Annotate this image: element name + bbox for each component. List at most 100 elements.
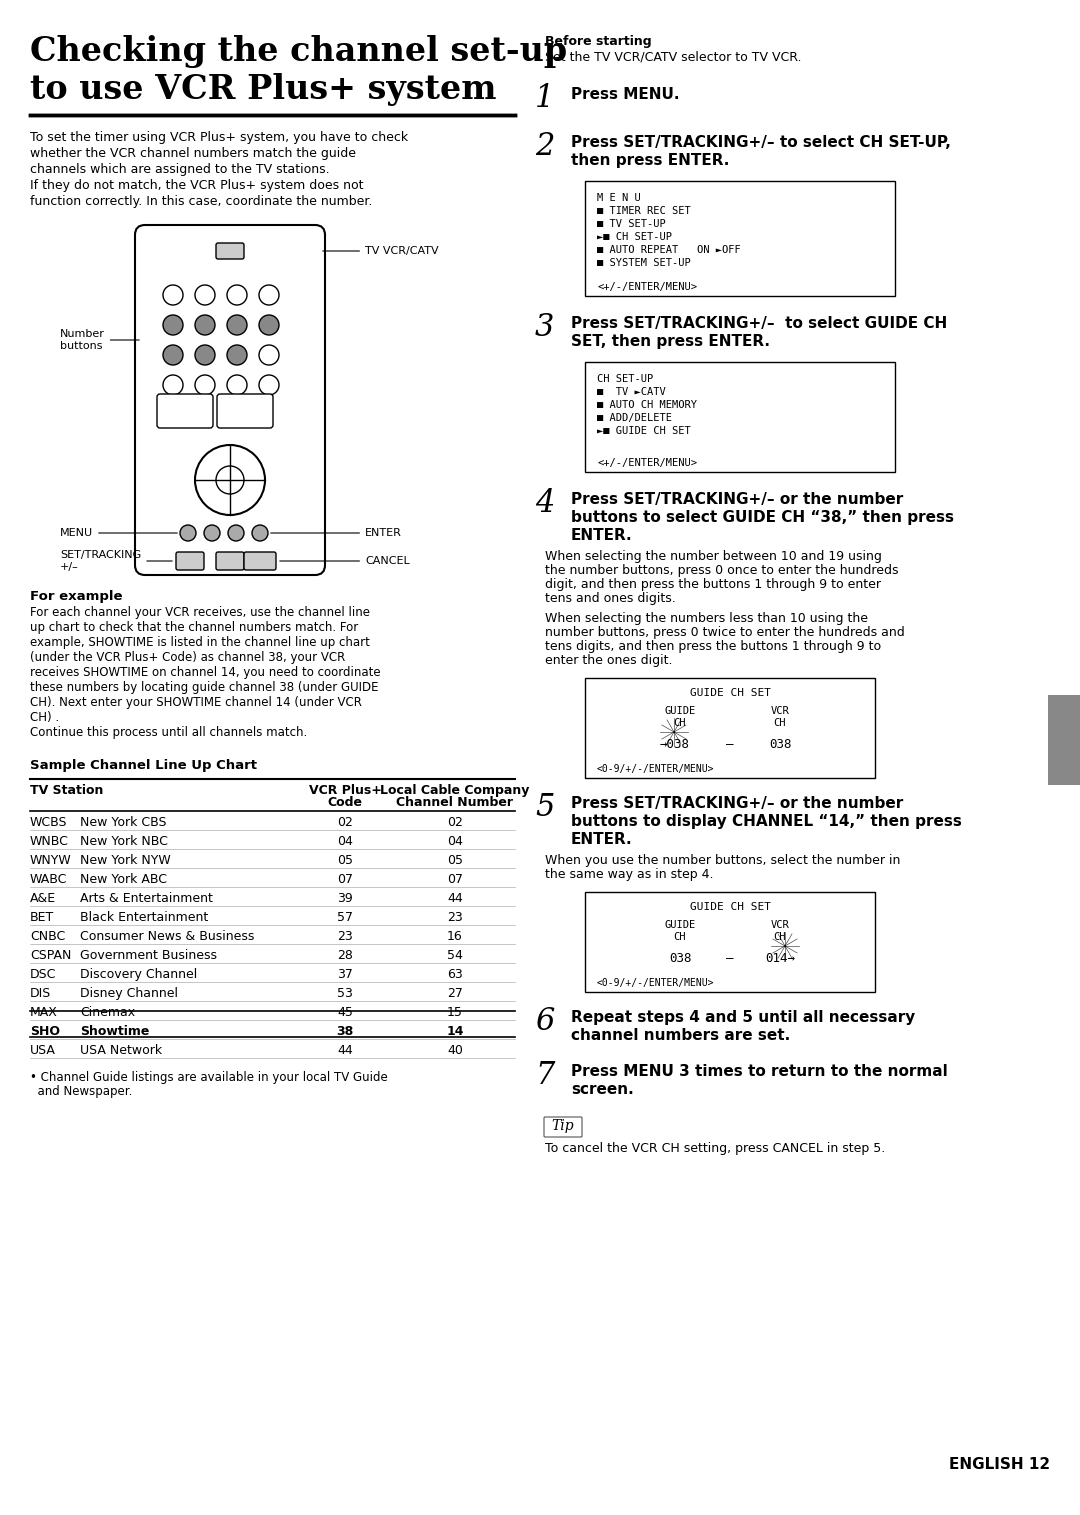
Text: number buttons, press 0 twice to enter the hundreds and: number buttons, press 0 twice to enter t… (545, 626, 905, 639)
Text: GUIDE CH SET: GUIDE CH SET (689, 901, 770, 912)
Text: 28: 28 (337, 948, 353, 962)
Text: function correctly. In this case, coordinate the number.: function correctly. In this case, coordi… (30, 195, 373, 208)
Text: tens and ones digits.: tens and ones digits. (545, 592, 676, 604)
Text: 07: 07 (337, 873, 353, 886)
Text: Showtime: Showtime (80, 1026, 149, 1038)
Text: New York NBC: New York NBC (80, 835, 167, 848)
Bar (585, 180, 895, 295)
Text: whether the VCR channel numbers match the guide: whether the VCR channel numbers match th… (30, 147, 356, 161)
Text: 014→: 014→ (765, 951, 795, 965)
Circle shape (163, 345, 183, 365)
Circle shape (227, 345, 247, 365)
Text: New York ABC: New York ABC (80, 873, 167, 886)
Text: <0-9/+/-/ENTER/MENU>: <0-9/+/-/ENTER/MENU> (597, 979, 715, 988)
Text: CH: CH (773, 718, 786, 729)
Text: 23: 23 (337, 930, 353, 942)
FancyBboxPatch shape (157, 394, 213, 429)
Text: Government Business: Government Business (80, 948, 217, 962)
Circle shape (216, 467, 244, 494)
Text: Channel Number: Channel Number (396, 795, 513, 809)
Text: 6: 6 (535, 1006, 554, 1036)
Text: ENGLISH 12: ENGLISH 12 (949, 1457, 1050, 1473)
Text: 44: 44 (337, 1044, 353, 1057)
Text: 1: 1 (535, 83, 554, 114)
Text: CH). Next enter your SHOWTIME channel 14 (under VCR: CH). Next enter your SHOWTIME channel 14… (30, 695, 362, 709)
Text: To set the timer using VCR Plus+ system, you have to check: To set the timer using VCR Plus+ system,… (30, 130, 408, 144)
Text: GUIDE: GUIDE (664, 920, 696, 930)
Circle shape (195, 345, 215, 365)
Text: ■ TV SET-UP: ■ TV SET-UP (597, 220, 665, 229)
Text: Press SET/TRACKING+/– or the number: Press SET/TRACKING+/– or the number (571, 795, 903, 811)
Text: WNYW: WNYW (30, 854, 71, 867)
Circle shape (227, 315, 247, 335)
Text: USA Network: USA Network (80, 1044, 162, 1057)
Text: ►■ GUIDE CH SET: ►■ GUIDE CH SET (597, 426, 691, 436)
Bar (585, 892, 875, 992)
Text: ENTER.: ENTER. (571, 529, 633, 542)
Text: <0-9/+/-/ENTER/MENU>: <0-9/+/-/ENTER/MENU> (597, 764, 715, 774)
Text: ■  TV ►CATV: ■ TV ►CATV (597, 386, 665, 397)
Text: Disney Channel: Disney Channel (80, 986, 178, 1000)
Text: Continue this process until all channels match.: Continue this process until all channels… (30, 726, 307, 739)
Text: Press MENU.: Press MENU. (571, 86, 679, 102)
Text: Tip: Tip (552, 1120, 575, 1133)
Text: ENTER: ENTER (271, 529, 402, 538)
Text: CH SET-UP: CH SET-UP (597, 374, 653, 383)
Text: ■ AUTO REPEAT   ON ►OFF: ■ AUTO REPEAT ON ►OFF (597, 245, 741, 255)
Text: 05: 05 (447, 854, 463, 867)
Text: 038: 038 (669, 951, 691, 965)
Text: ■ SYSTEM SET-UP: ■ SYSTEM SET-UP (597, 258, 691, 268)
Text: GUIDE: GUIDE (664, 706, 696, 717)
Text: 04: 04 (447, 835, 463, 848)
Text: 57: 57 (337, 911, 353, 924)
Text: CSPAN: CSPAN (30, 948, 71, 962)
Text: GUIDE CH SET: GUIDE CH SET (689, 688, 770, 698)
Text: Consumer News & Business: Consumer News & Business (80, 930, 255, 942)
Text: the number buttons, press 0 once to enter the hundreds: the number buttons, press 0 once to ente… (545, 564, 899, 577)
Text: 63: 63 (447, 968, 463, 982)
Text: screen.: screen. (571, 1082, 634, 1097)
Bar (585, 362, 895, 473)
FancyBboxPatch shape (216, 242, 244, 259)
Text: For each channel your VCR receives, use the channel line: For each channel your VCR receives, use … (30, 606, 370, 620)
FancyBboxPatch shape (176, 551, 204, 570)
Text: If they do not match, the VCR Plus+ system does not: If they do not match, the VCR Plus+ syst… (30, 179, 364, 192)
Circle shape (163, 315, 183, 335)
Text: →038: →038 (660, 738, 690, 751)
Text: When selecting the number between 10 and 19 using: When selecting the number between 10 and… (545, 550, 882, 564)
Text: VCR: VCR (771, 706, 789, 717)
Text: New York NYW: New York NYW (80, 854, 171, 867)
FancyBboxPatch shape (244, 551, 276, 570)
Text: 02: 02 (337, 817, 353, 829)
Text: 38: 38 (336, 1026, 353, 1038)
Bar (1048, 695, 1080, 785)
Text: tens digits, and then press the buttons 1 through 9 to: tens digits, and then press the buttons … (545, 639, 881, 653)
Text: 07: 07 (447, 873, 463, 886)
Circle shape (228, 526, 244, 541)
Text: MAX: MAX (30, 1006, 58, 1020)
Text: Local Cable Company: Local Cable Company (380, 783, 529, 797)
Text: DIS: DIS (30, 986, 51, 1000)
Text: 04: 04 (337, 835, 353, 848)
Text: Before starting: Before starting (545, 35, 651, 48)
Text: 5: 5 (535, 792, 554, 823)
Text: Press SET/TRACKING+/– to select CH SET-UP,: Press SET/TRACKING+/– to select CH SET-U… (571, 135, 950, 150)
Text: 40: 40 (447, 1044, 463, 1057)
Bar (585, 679, 875, 779)
Text: Press SET/TRACKING+/– or the number: Press SET/TRACKING+/– or the number (571, 492, 903, 508)
Text: 16: 16 (447, 930, 463, 942)
Text: WNBC: WNBC (30, 835, 69, 848)
Text: Press MENU 3 times to return to the normal: Press MENU 3 times to return to the norm… (571, 1064, 948, 1079)
Text: 02: 02 (447, 817, 463, 829)
Text: buttons to display CHANNEL “14,” then press: buttons to display CHANNEL “14,” then pr… (571, 814, 962, 829)
Text: USA: USA (30, 1044, 56, 1057)
Circle shape (180, 526, 195, 541)
FancyBboxPatch shape (544, 1117, 582, 1136)
Text: SET, then press ENTER.: SET, then press ENTER. (571, 333, 770, 348)
Circle shape (259, 315, 279, 335)
Circle shape (204, 526, 220, 541)
Text: To cancel the VCR CH setting, press CANCEL in step 5.: To cancel the VCR CH setting, press CANC… (545, 1142, 886, 1154)
Text: 3: 3 (535, 312, 554, 342)
Text: DSC: DSC (30, 968, 56, 982)
Text: 44: 44 (447, 892, 463, 904)
